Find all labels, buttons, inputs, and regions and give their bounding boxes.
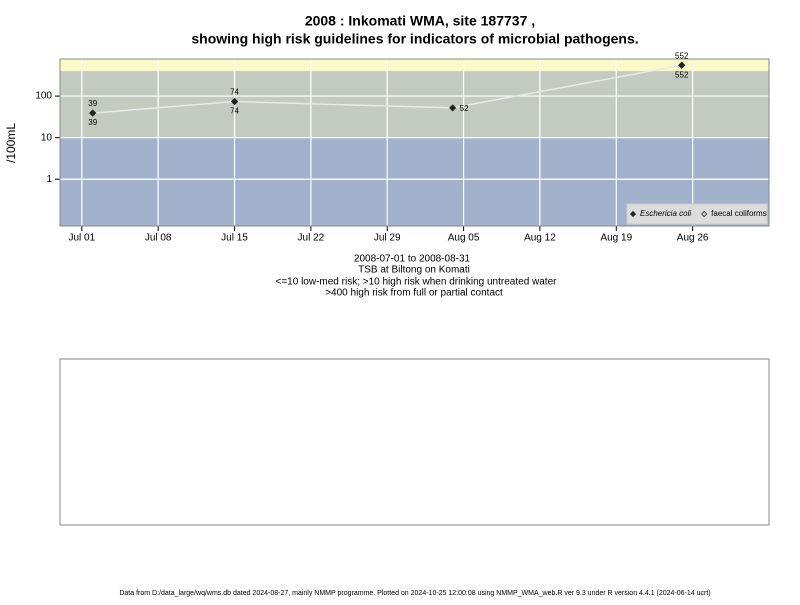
x-tick-label: Aug 05 [448, 233, 480, 244]
data-label: 552 [675, 51, 689, 60]
data-label: 39 [88, 99, 97, 108]
x-tick-label: Aug 19 [600, 233, 632, 244]
y-tick-label: 10 [41, 132, 53, 143]
caption: >400 high risk from full or partial cont… [325, 288, 503, 299]
risk-band [60, 59, 769, 72]
data-label: 74 [230, 107, 239, 116]
data-label: 52 [460, 104, 469, 113]
chart-title: 2008 : Inkomati WMA, site 187737 , [305, 13, 535, 29]
empty-panel [59, 358, 770, 526]
chart-subtitle: showing high risk guidelines for indicat… [191, 31, 638, 47]
legend: Eschericia coli faecal coliforms [626, 203, 768, 225]
legend-marker [629, 210, 637, 218]
caption: 2008-07-01 to 2008-08-31 [354, 254, 471, 265]
y-axis-label: /100mL [4, 123, 18, 163]
data-point [89, 109, 97, 117]
legend-label: faecal coliforms [711, 209, 767, 218]
x-tick-label: Aug 26 [677, 233, 709, 244]
legend-marker [701, 210, 708, 218]
data-point [230, 97, 239, 106]
data-point [678, 61, 686, 69]
y-tick-label: 100 [35, 91, 52, 102]
x-tick-label: Jul 22 [298, 233, 325, 244]
footer: Data from D:/data_large/wq/wms.db dated … [119, 590, 710, 597]
legend-label: Eschericia coli [640, 209, 691, 218]
x-tick-label: Jul 29 [374, 233, 401, 244]
series-line [92, 64, 682, 114]
legend-box [626, 203, 768, 225]
x-tick-label: Jul 08 [145, 233, 172, 244]
plot-frame [59, 58, 770, 227]
caption: TSB at Biltong on Komati [358, 265, 470, 276]
x-tick-label: Jul 01 [68, 233, 95, 244]
caption: <=10 low-med risk; >10 high risk when dr… [276, 277, 558, 288]
risk-band [60, 71, 769, 138]
data-label: 39 [88, 118, 97, 127]
x-tick-label: Aug 12 [524, 233, 556, 244]
data-label: 552 [675, 70, 689, 79]
y-tick-label: 1 [46, 174, 52, 185]
x-tick-label: Jul 15 [221, 233, 248, 244]
data-label: 74 [230, 88, 239, 97]
data-point [449, 104, 457, 112]
